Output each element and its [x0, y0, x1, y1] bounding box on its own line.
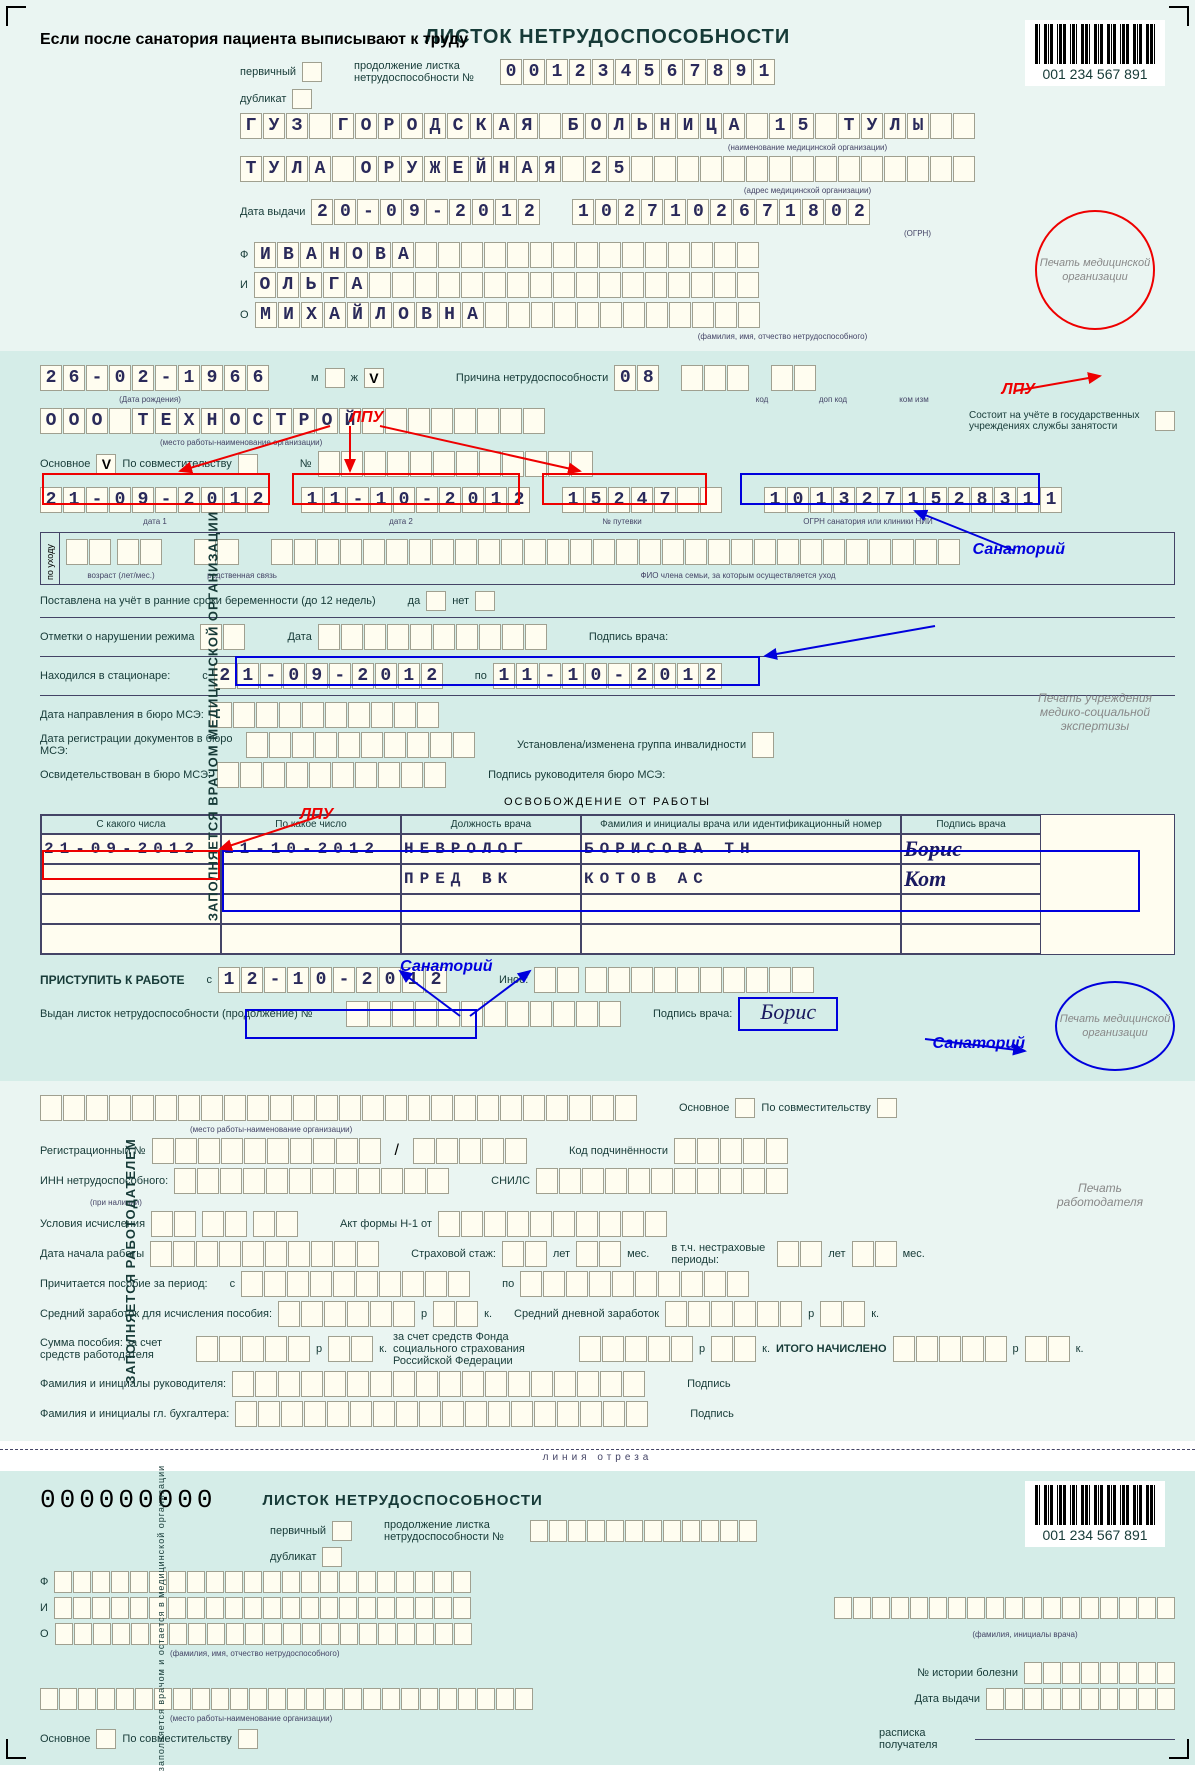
barcode-top: 001 234 567 891 [1025, 20, 1165, 86]
duplicate-checkbox[interactable] [292, 89, 312, 109]
corner-br [1169, 1739, 1189, 1759]
sex-f[interactable]: V [364, 368, 384, 388]
redbox-rel-from [42, 850, 220, 880]
corner-tr [1169, 6, 1189, 26]
corner-tl [6, 6, 26, 26]
redbox-date1 [42, 473, 270, 505]
bluebox-rel-row [222, 850, 1140, 912]
sex-m[interactable] [325, 368, 345, 388]
part-checkbox[interactable] [238, 454, 258, 474]
cells-employer: ООО ТЕХНОСТРОЙ [40, 408, 545, 434]
form-header: Если после санатория пациента выписывают… [0, 0, 1195, 351]
registry-checkbox[interactable] [1155, 411, 1175, 431]
cells-birth: 26-02-1966 [40, 365, 269, 391]
annot-san-1: Санаторий [972, 541, 1065, 559]
preg-no[interactable] [475, 591, 495, 611]
cells-cause: 08 [614, 365, 659, 391]
employer-section: ЗАПОЛНЯЕТСЯ РАБОТОДАТЕЛЕМ Основное По со… [0, 1081, 1195, 1441]
stamp-3: Печать медицинской организации [1055, 981, 1175, 1071]
preg-yes[interactable] [426, 591, 446, 611]
primary-checkbox[interactable] [302, 62, 322, 82]
cells-ogrn: 1027102671802 [572, 199, 870, 225]
annotation-note: Если после санатория пациента выписывают… [40, 30, 468, 51]
bluebox-ogrnsan [740, 473, 1040, 505]
doctor-section: ЗАПОЛНЯЕТСЯ ВРАЧОМ МЕДИЦИНСКОЙ ОРГАНИЗАЦ… [0, 351, 1195, 1081]
bluebox-startwork [245, 1009, 477, 1039]
cells-surname: ИВАНОВА [254, 242, 759, 268]
cells-orgname: ГУЗ ГОРОДСКАЯ БОЛЬНИЦА 15 ТУЛЫ [240, 113, 975, 139]
stamp-employer: Печать работодателя [1045, 1181, 1155, 1209]
signature-1: Борис [738, 997, 838, 1031]
barcode-bottom: 001 234 567 891 [1025, 1481, 1165, 1547]
stamp-2: Печать учреждения медико-социальной эксп… [1025, 691, 1165, 733]
annot-san-2: Санаторий [400, 958, 493, 976]
cells-cause-add [681, 365, 749, 391]
bluebox-hosp [235, 656, 760, 686]
stamp-1: Печать медицинской организации [1035, 210, 1155, 330]
annot-lpu-2: ЛПУ [1002, 381, 1035, 399]
cutaway-section: заполняется врачом и остается в медицинс… [0, 1471, 1195, 1765]
cells-name: ОЛЬГА [254, 272, 759, 298]
cut-line: линия отреза [0, 1449, 1195, 1463]
redbox-date2 [292, 473, 520, 505]
cells-address: ТУЛА ОРУЖЕЙНАЯ 25 [240, 156, 975, 182]
main-checkbox[interactable]: V [96, 454, 116, 474]
annot-lpu-1: ЛПУ [350, 409, 383, 427]
annot-lpu-3: ЛПУ [300, 806, 333, 824]
cells-issuedate: 20-09-2012 [311, 199, 540, 225]
cells-cause-chg [771, 365, 816, 391]
cells-patronymic: МИХАЙЛОВНА [255, 302, 760, 328]
annot-san-3: Санаторий [932, 1035, 1025, 1053]
employer-vertical-label: ЗАПОЛНЯЕТСЯ РАБОТОДАТЕЛЕМ [123, 1138, 138, 1383]
cells-number: 001234567891 [500, 59, 775, 85]
corner-bl [6, 1739, 26, 1759]
redbox-voucher [542, 473, 707, 505]
